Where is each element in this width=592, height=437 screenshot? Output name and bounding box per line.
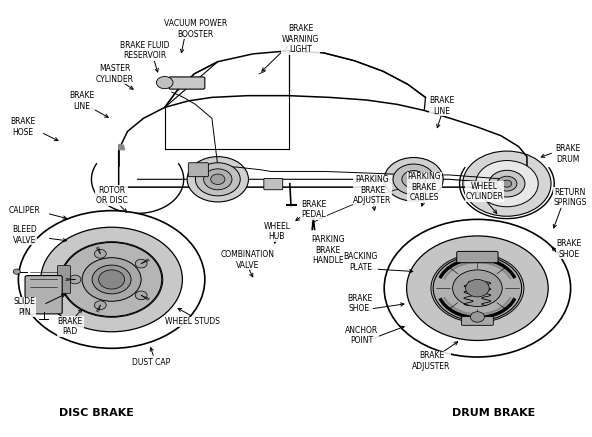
Circle shape <box>82 258 141 301</box>
Text: BRAKE
PEDAL: BRAKE PEDAL <box>301 200 326 219</box>
Circle shape <box>136 291 147 300</box>
Circle shape <box>136 259 147 268</box>
Circle shape <box>431 254 524 323</box>
Text: COMBINATION
VALVE: COMBINATION VALVE <box>220 250 274 270</box>
Text: RETURN
SPRINGS: RETURN SPRINGS <box>554 188 587 207</box>
Circle shape <box>99 270 124 289</box>
Text: BRAKE
LINE: BRAKE LINE <box>429 97 455 116</box>
Text: ANCHOR
POINT: ANCHOR POINT <box>345 326 378 345</box>
FancyBboxPatch shape <box>25 276 62 314</box>
Text: BRAKE
PAD: BRAKE PAD <box>57 317 83 336</box>
Text: WHEEL
HUB: WHEEL HUB <box>263 222 290 241</box>
Text: PARKING
BRAKE
CABLES: PARKING BRAKE CABLES <box>407 172 441 202</box>
FancyBboxPatch shape <box>57 266 70 293</box>
Circle shape <box>393 164 435 194</box>
Polygon shape <box>118 145 124 150</box>
Circle shape <box>211 174 225 184</box>
Circle shape <box>94 301 106 309</box>
Text: BRAKE
WARNING
LIGHT: BRAKE WARNING LIGHT <box>282 24 319 54</box>
Circle shape <box>384 219 571 357</box>
Text: CALIPER: CALIPER <box>8 206 40 215</box>
Circle shape <box>13 269 20 274</box>
Text: VACUUM POWER
BOOSTER: VACUUM POWER BOOSTER <box>164 19 227 39</box>
Text: BRAKE
ADJUSTER: BRAKE ADJUSTER <box>412 351 451 371</box>
Circle shape <box>489 170 525 197</box>
Circle shape <box>433 256 522 321</box>
Circle shape <box>463 151 551 216</box>
Circle shape <box>60 242 163 317</box>
Circle shape <box>502 180 511 187</box>
FancyBboxPatch shape <box>169 77 205 89</box>
Circle shape <box>453 270 502 306</box>
FancyBboxPatch shape <box>457 251 498 263</box>
Text: BRAKE
LINE: BRAKE LINE <box>69 91 94 111</box>
Circle shape <box>62 243 162 316</box>
Text: PARKING
BRAKE
HANDLE: PARKING BRAKE HANDLE <box>311 236 345 265</box>
Text: DRUM BRAKE: DRUM BRAKE <box>452 408 535 418</box>
FancyBboxPatch shape <box>264 178 283 190</box>
Text: WHEEL STUDS: WHEEL STUDS <box>165 317 220 326</box>
Circle shape <box>408 175 420 184</box>
Text: DUST CAP: DUST CAP <box>132 358 170 367</box>
Polygon shape <box>118 96 527 187</box>
Text: BRAKE
SHOE: BRAKE SHOE <box>347 294 372 313</box>
Circle shape <box>402 170 426 188</box>
Circle shape <box>187 156 249 202</box>
Circle shape <box>204 169 232 190</box>
Circle shape <box>94 250 106 258</box>
Circle shape <box>195 163 240 196</box>
Text: BRAKE
DRUM: BRAKE DRUM <box>556 144 581 164</box>
Text: BRAKE
HOSE: BRAKE HOSE <box>11 117 36 137</box>
Text: BRAKE
SHOE: BRAKE SHOE <box>556 239 581 259</box>
Text: MASTER
CYLINDER: MASTER CYLINDER <box>95 64 134 83</box>
Circle shape <box>497 176 517 191</box>
Text: BACKING
PLATE: BACKING PLATE <box>343 252 378 272</box>
Circle shape <box>92 265 131 294</box>
Circle shape <box>69 275 81 284</box>
Text: BRAKE FLUID
RESERVOIR: BRAKE FLUID RESERVOIR <box>121 41 170 60</box>
Circle shape <box>41 227 182 332</box>
Circle shape <box>156 76 173 89</box>
Circle shape <box>384 157 443 201</box>
Text: SLIDE
PIN: SLIDE PIN <box>14 297 36 317</box>
FancyBboxPatch shape <box>188 163 208 177</box>
Text: PARKING
BRAKE
ADJUSTER: PARKING BRAKE ADJUSTER <box>353 175 391 205</box>
Text: BLEED
VALVE: BLEED VALVE <box>12 225 37 245</box>
Text: ROTOR
OR DISC: ROTOR OR DISC <box>96 186 127 205</box>
Circle shape <box>465 280 489 297</box>
Circle shape <box>475 160 538 207</box>
FancyBboxPatch shape <box>462 317 493 325</box>
Text: DISC BRAKE: DISC BRAKE <box>59 408 134 418</box>
Circle shape <box>470 312 484 322</box>
Circle shape <box>407 236 548 340</box>
Polygon shape <box>165 51 426 108</box>
Text: WHEEL
CYLINDER: WHEEL CYLINDER <box>465 182 503 201</box>
Circle shape <box>18 211 205 348</box>
